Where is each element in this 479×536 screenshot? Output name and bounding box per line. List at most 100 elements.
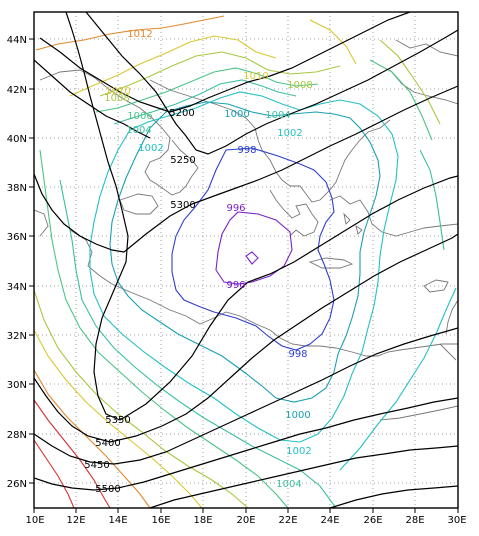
slp-1010-contour-b: [34, 329, 203, 508]
slp-label: 1004: [276, 479, 301, 490]
libya-coast: [111, 283, 458, 357]
lat-label: 26N: [7, 479, 27, 490]
slp-label: 996: [226, 203, 245, 214]
axis-ticks: [29, 38, 459, 513]
lat-label: 36N: [7, 232, 27, 243]
slp-label: 1002: [277, 128, 302, 139]
lon-label: 20E: [236, 515, 255, 526]
lat-label: 42N: [7, 85, 27, 96]
greece-coast: [269, 189, 319, 237]
coastlines: [34, 39, 458, 421]
height-5400-contour: [34, 233, 458, 443]
lat-label: 34N: [7, 282, 27, 293]
height-label: 5250: [170, 155, 195, 166]
levant-coast: [445, 299, 458, 335]
sea-level-pressure-labels: 1012 1010 1008 1010 1008 1006 1004 1002 …: [104, 29, 312, 490]
slp-label: 1008: [104, 93, 129, 104]
lon-label: 16E: [151, 515, 170, 526]
slp-label: 1010: [243, 71, 268, 82]
slp-1008-contour-c: [379, 39, 441, 125]
lat-lon-grid: [34, 12, 458, 508]
crete-coast: [308, 257, 354, 269]
north-coast: [389, 69, 458, 105]
height-5200-contour: [39, 12, 411, 113]
height-label: 5500: [95, 484, 120, 495]
height-label: 5350: [105, 415, 130, 426]
lon-label: 26E: [363, 515, 382, 526]
height-5250-contour: [85, 12, 458, 155]
slp-1002-contour-a: [89, 91, 399, 443]
slp-label: 1000: [224, 109, 249, 120]
slp-label: 996: [226, 280, 245, 291]
slp-1002-contour-b: [339, 287, 457, 471]
nile-delta: [439, 343, 457, 361]
lon-label: 24E: [320, 515, 339, 526]
lat-label: 40N: [7, 134, 27, 145]
height-5150-contour: [34, 59, 151, 139]
cyprus-coast: [423, 279, 449, 293]
italy-coast: [39, 69, 187, 196]
italy-heel: [171, 139, 199, 187]
slp-994-contour: [245, 251, 259, 265]
slp-996-contour: [215, 211, 293, 285]
slp-label: 1004: [126, 125, 151, 136]
slp-1010-contour-c: [309, 19, 357, 65]
slp-1012-contour-b: [34, 369, 151, 508]
slp-1008-contour-b: [34, 289, 249, 508]
height-label: 5400: [95, 438, 120, 449]
lon-label: 30E: [447, 515, 466, 526]
longitude-labels: 10E 12E 14E 16E 18E 20E 22E 24E 26E 28E …: [25, 515, 466, 526]
slp-1006-contour-c: [369, 59, 433, 141]
height-5500-contour: [34, 397, 458, 491]
geopotential-height-contours: [34, 12, 458, 508]
slp-1010-contour-a: [69, 35, 277, 97]
lon-label: 12E: [66, 515, 85, 526]
slp-1012-contour-a: [35, 15, 225, 51]
slp-1006-contour-b: [39, 149, 289, 508]
lon-label: 28E: [405, 515, 424, 526]
slp-1014-contour: [34, 399, 111, 508]
slp-label: 1006: [127, 111, 152, 122]
slp-label: 998: [288, 349, 307, 360]
height-5350-contour: [65, 12, 458, 421]
slp-label: 1004: [265, 110, 290, 121]
lat-label: 44N: [7, 35, 27, 46]
lon-label: 18E: [193, 515, 212, 526]
lat-label: 30N: [7, 380, 27, 391]
slp-1000-contour: [109, 101, 381, 403]
height-5600-contour: [329, 485, 458, 508]
turkey-coast: [329, 195, 458, 237]
slp-label: 1000: [285, 410, 310, 421]
lon-label: 14E: [108, 515, 127, 526]
slp-1004-contour-b: [59, 179, 337, 508]
height-label: 5450: [84, 460, 109, 471]
slp-label: 1012: [127, 29, 152, 40]
slp-1008-contour-a: [99, 51, 341, 97]
slp-998-contour: [171, 147, 335, 351]
lon-label: 10E: [25, 515, 44, 526]
slp-label: 1002: [138, 143, 163, 154]
height-5300-contour: [34, 85, 458, 253]
slp-1016-contour: [34, 439, 75, 508]
height-5550-contour: [149, 445, 458, 508]
lat-label: 38N: [7, 183, 27, 194]
tyrrhenian-coast: [34, 209, 49, 237]
height-label: 5200: [169, 108, 194, 119]
slp-label: 998: [237, 145, 256, 156]
black-sea-coast: [395, 39, 458, 57]
height-5450-contour: [34, 327, 458, 465]
balkan-coast: [261, 119, 391, 203]
slp-label: 1008: [287, 80, 312, 91]
slp-1004-contour-a: [113, 79, 297, 125]
aegean-islands: [343, 212, 363, 235]
slp-1004-contour-c: [419, 149, 445, 251]
adriatic-coast: [149, 79, 263, 151]
latitude-labels: 26N 28N 30N 32N 34N 36N 38N 40N 42N 44N: [7, 35, 27, 490]
slp-label: 1010: [105, 86, 130, 97]
sea-level-pressure-contours: [34, 15, 457, 508]
interior-border: [379, 405, 458, 421]
sicily-coast: [119, 193, 159, 215]
lon-label: 22E: [278, 515, 297, 526]
